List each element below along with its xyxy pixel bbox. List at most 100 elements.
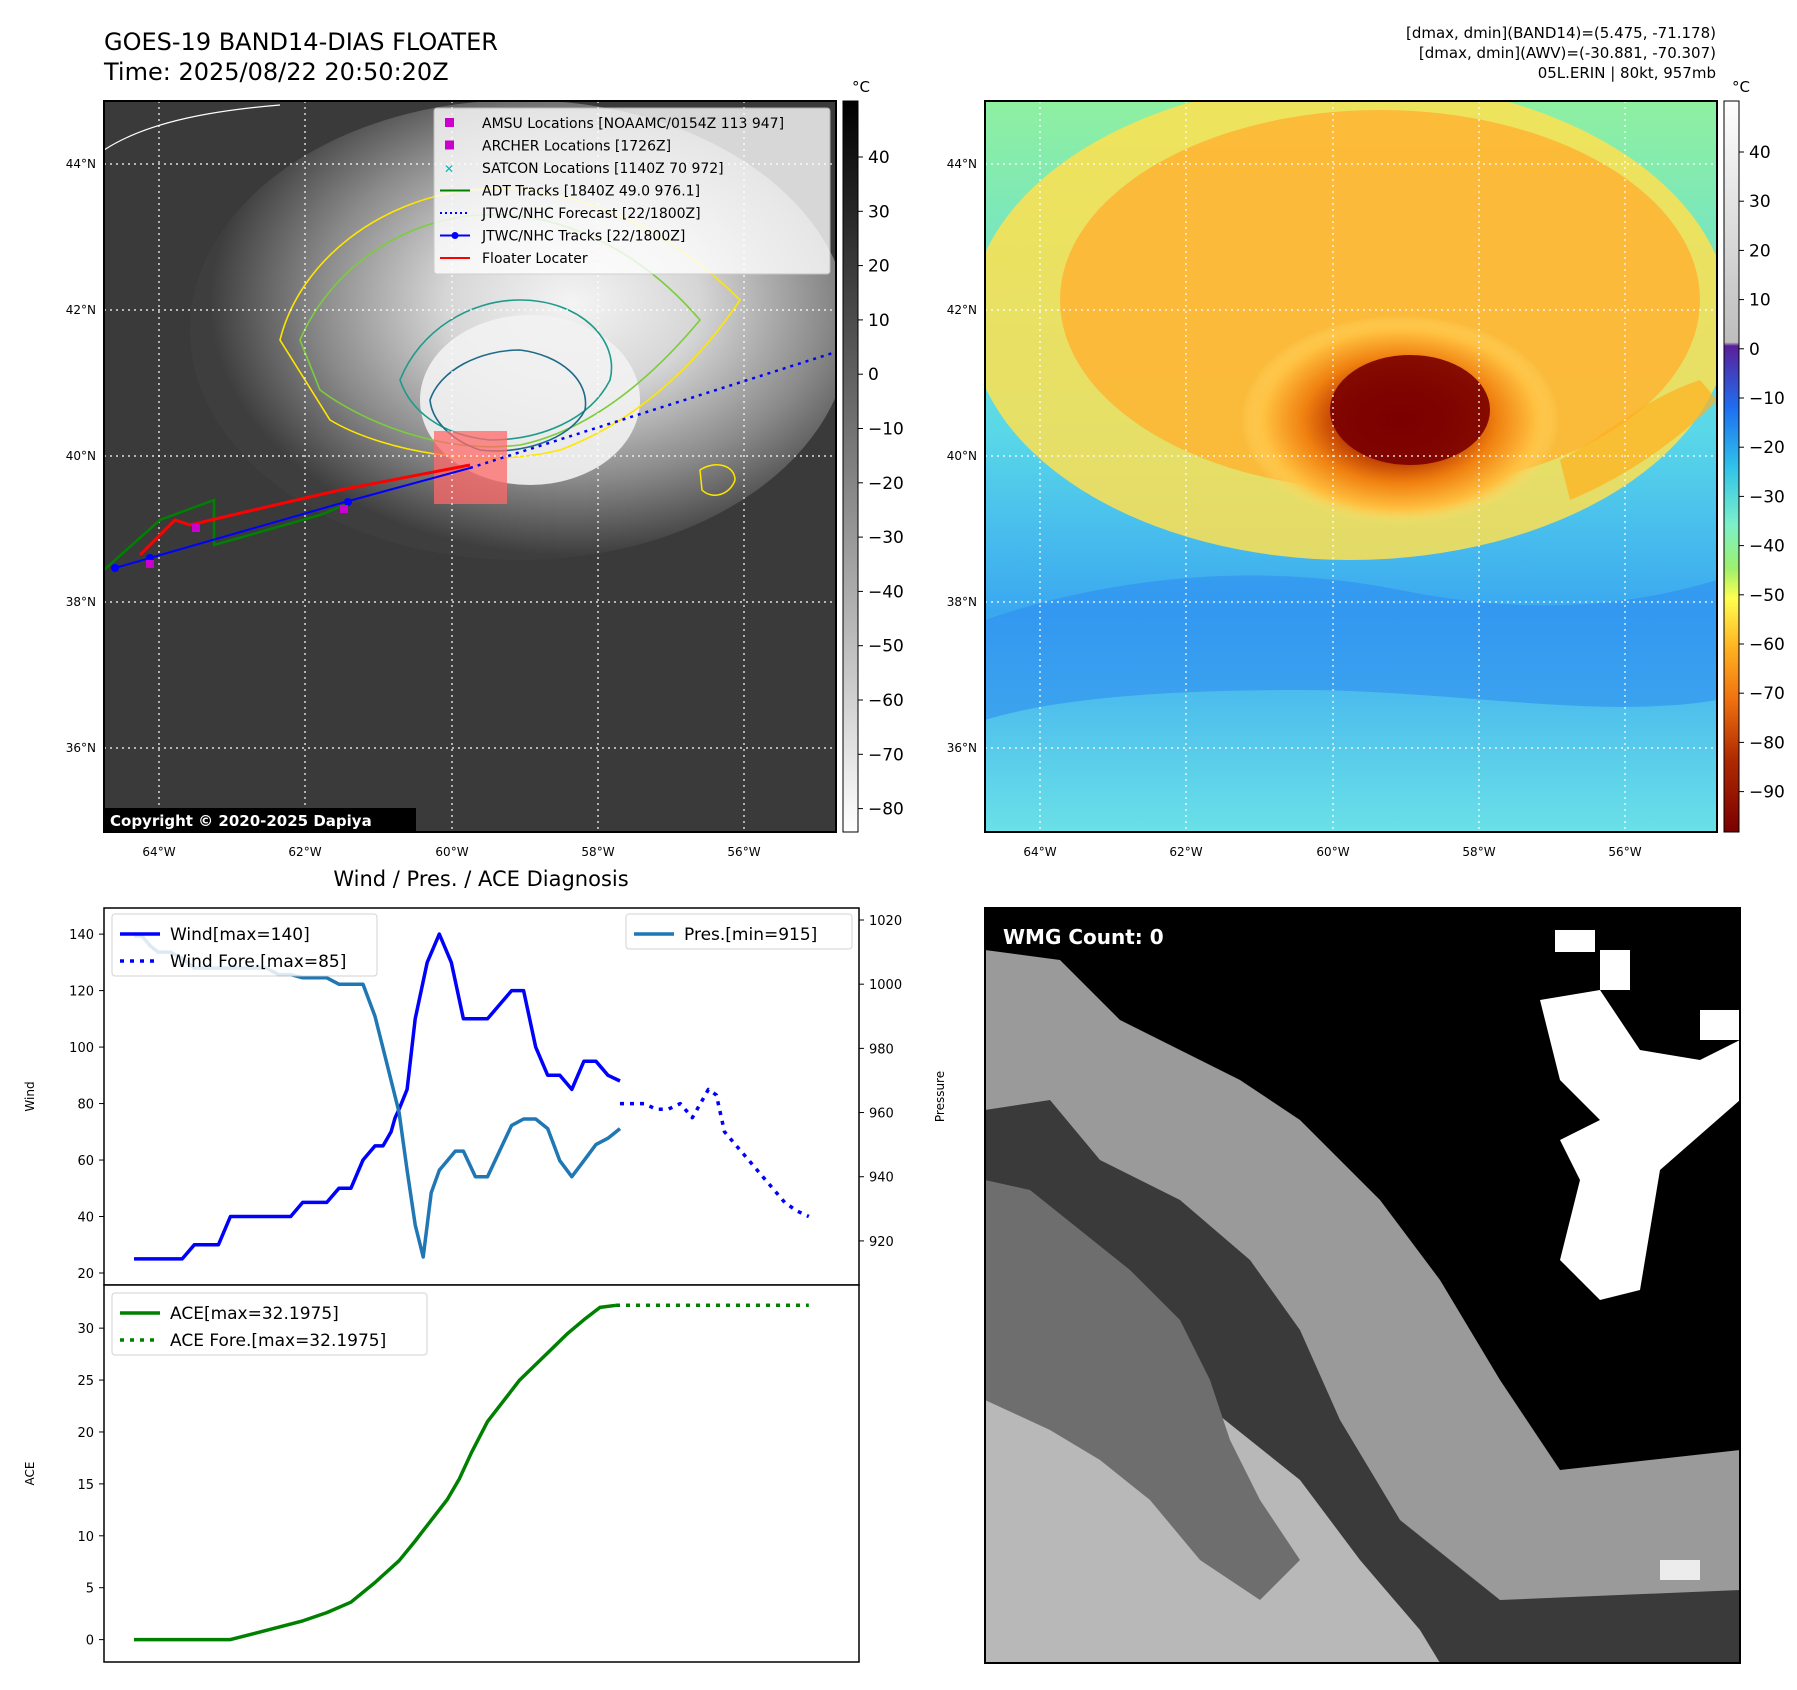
colorbar-tick-label: 30 [868,202,890,222]
color-colorbar: °C 40 30 20 10 0 −10 −20 −30 −40 −50 −60 −70 −80 −90 [1723,78,1785,833]
copyright-bg [104,808,416,832]
gray-colorbar-unit: °C [852,78,870,96]
storm-info: 05L.ERIN | 80kt, 957mb [1538,64,1716,82]
wv-lon-label: 56°W [1608,845,1641,859]
y-tick-label: 15 [77,1478,94,1493]
y2-tick-label: 960 [869,1107,894,1122]
copyright-text: Copyright © 2020-2025 Dapiya [110,812,372,830]
track-point [344,498,352,506]
y2-tick-label: 980 [869,1042,894,1057]
y2-tick-label: 940 [869,1171,894,1186]
wv-eye-region [1330,355,1490,465]
series-line-0 [134,932,621,1261]
colorbar-tick-label: −60 [868,691,904,711]
y2-tick-label: 1000 [869,978,902,993]
ir-lon-label: 58°W [581,845,614,859]
colorbar-tick-label: 40 [868,148,890,168]
y-tick-label: 25 [77,1374,94,1389]
colorbar-tick-label: −70 [1749,684,1785,704]
wind-pressure-chart: 140 120 100 80 60 40 20 Wind 1020 1000 980 960 940 92… [23,907,947,1286]
wv-grid [985,101,1717,832]
legend-symbol [445,140,454,150]
colorbar-tick-label: −20 [868,474,904,494]
legend-label: JTWC/NHC Tracks [22/1800Z] [481,229,685,245]
colorbar-tick-label: −30 [1749,487,1785,507]
colorbar-tick-label: −30 [868,528,904,548]
wv-lat-label: 36°N [947,741,977,755]
figure-title: GOES-19 BAND14-DIAS FLOATER [104,28,498,56]
series-line-0 [134,1303,617,1642]
wv-lat-label: 40°N [947,449,977,463]
colorbar-tick-label: 10 [868,311,890,331]
wmg-frame [984,907,1741,1664]
legend-label: ADT Tracks [1840Z 49.0 976.1] [482,184,700,200]
y-tick-label: 140 [69,928,94,943]
y-axis-label: Wind [23,1081,37,1111]
chart-legend-label: Wind Fore.[max=85] [170,952,346,972]
ir-lat-label: 44°N [66,157,96,171]
colorbar-tick-label: −20 [1749,438,1785,458]
wv-dry-band [985,575,1717,720]
legend-label: ARCHER Locations [1726Z] [482,139,671,155]
stats-awv: [dmax, dmin](AWV)=(-30.881, -70.307) [1419,44,1716,62]
ir-lon-label: 60°W [435,845,468,859]
ir-contour-small [699,464,736,496]
colorbar-tick-label: −80 [1749,733,1785,753]
y-tick-label: 10 [77,1530,94,1545]
ace-chart: 30 25 20 15 10 5 0 ACE ACE[max=32.1975] ACE Fore.… [23,1284,860,1663]
ir-lon-label: 64°W [142,845,175,859]
color-colorbar-unit: °C [1732,78,1750,96]
colorbar-tick-label: −90 [1749,783,1785,803]
ir-frame [103,100,837,833]
ir-lat-label: 40°N [66,449,96,463]
wmg-zone-white [1540,990,1740,1300]
wv-frame [984,100,1718,833]
gray-colorbar: °C 40 30 20 10 0 −10 −20 −30 −40 −50 −60 −70 −80 [842,78,904,833]
colorbar-tick-label: 20 [868,257,890,277]
archer-marker [192,524,200,532]
y2-tick-label: 1020 [869,914,902,929]
floater-locater-track [138,463,471,557]
map-axis-labels: 44°N 44°N 42°N 42°N 40°N 40°N 38°N 38°N 36°N 36°N… [66,157,1642,859]
ir-lat-label: 38°N [66,595,96,609]
chart-legend-box [111,913,378,977]
colorbar-tick-label: 30 [1749,192,1771,212]
adt-track [104,498,346,571]
legend-label: SATCON Locations [1140Z 70 972] [482,161,724,177]
wv-lon-label: 64°W [1023,845,1056,859]
amsu-marker [146,560,154,568]
y-tick-label: 5 [86,1582,94,1597]
stats-band14: [dmax, dmin](BAND14)=(5.475, -71.178) [1406,24,1716,42]
chart-legend-label: ACE Fore.[max=32.1975] [170,1331,386,1351]
wv-map-panel [984,100,1718,833]
legend-label: Floater Locater [482,251,588,267]
ir-lon-label: 56°W [727,845,760,859]
chart-legend-label: Wind[max=140] [170,925,310,945]
wv-lon-label: 60°W [1316,845,1349,859]
track-point [111,564,119,572]
colorbar-tick-label: −80 [868,800,904,820]
colorbar-tick-label: −10 [868,420,904,440]
colorbar-tick-label: −50 [1749,586,1785,606]
amsu-marker [340,505,348,513]
colorbar-tick-label: 0 [868,365,879,385]
colorbar-tick-label: −60 [1749,635,1785,655]
wv-lon-label: 58°W [1462,845,1495,859]
colorbar-tick-label: −70 [868,745,904,765]
y-tick-label: 120 [69,985,94,1000]
colorbar-tick-label: 0 [1749,340,1760,360]
wmg-patch [1600,950,1630,990]
y-axis-label: ACE [23,1462,37,1486]
colorbar-tick-label: 40 [1749,143,1771,163]
wmg-zone-mid [985,1180,1300,1600]
legend-symbol [445,118,454,127]
chart-legend-box [111,1292,428,1356]
y2-axis-label: Pressure [933,1071,947,1122]
colorbar-tick-label: 20 [1749,241,1771,261]
y-tick-label: 80 [77,1098,94,1113]
diagnosis-title: Wind / Pres. / ACE Diagnosis [333,867,628,891]
wmg-patch [1660,1560,1700,1580]
chart-legend-label: Pres.[min=915] [684,925,817,945]
legend-symbol: ✕ [444,162,454,176]
ir-map-panel: AMSU Locations [NOAAMC/0154Z 113 947] ARC… [103,100,837,833]
